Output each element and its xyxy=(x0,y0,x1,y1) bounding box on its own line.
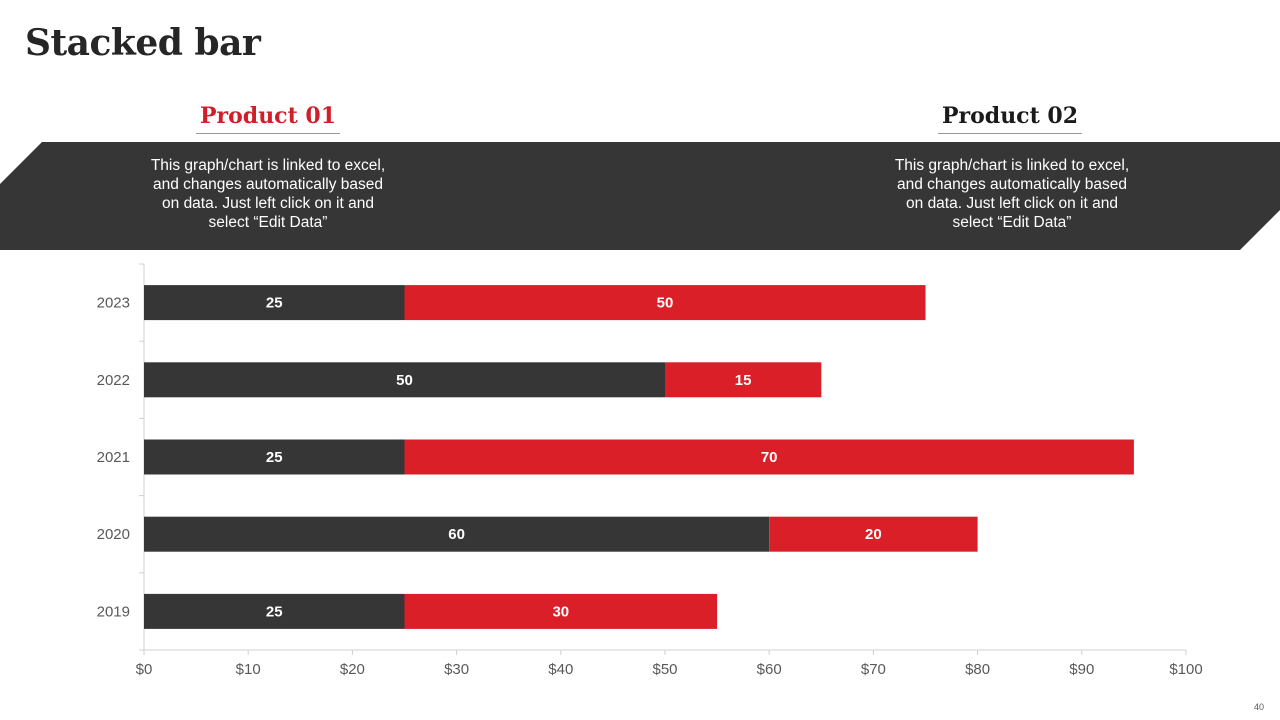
slide-title: Stacked bar xyxy=(25,22,261,64)
data-label: 25 xyxy=(266,603,283,620)
data-label: 15 xyxy=(735,372,752,389)
x-tick-label: $100 xyxy=(1169,661,1202,678)
x-tick-label: $10 xyxy=(236,661,261,678)
data-label: 20 xyxy=(865,526,882,543)
bar-segment-1 xyxy=(144,362,665,398)
bar-segment-1 xyxy=(144,285,405,321)
x-tick-label: $0 xyxy=(136,661,153,678)
bar-segment-2 xyxy=(769,516,978,552)
product-01-description: This graph/chart is linked to excel, and… xyxy=(150,157,386,231)
y-category-label: 2023 xyxy=(97,295,130,312)
bar-segment-2 xyxy=(404,593,718,629)
y-category-label: 2022 xyxy=(97,372,130,389)
data-label: 50 xyxy=(657,295,674,312)
x-tick-label: $90 xyxy=(1069,661,1094,678)
product-01-title: Product 01 xyxy=(196,103,341,134)
bar-segment-2 xyxy=(665,362,822,398)
bar-segment-2 xyxy=(404,439,1134,475)
y-category-label: 2021 xyxy=(97,449,130,466)
x-tick-label: $70 xyxy=(861,661,886,678)
bar-segment-2 xyxy=(404,285,926,321)
x-tick-label: $60 xyxy=(757,661,782,678)
y-category-label: 2020 xyxy=(97,526,130,543)
x-tick-label: $50 xyxy=(652,661,677,678)
description-band xyxy=(0,142,1280,250)
bar-segment-1 xyxy=(144,593,405,629)
x-tick-label: $80 xyxy=(965,661,990,678)
product-02-description: This graph/chart is linked to excel, and… xyxy=(894,157,1130,231)
product-02-title: Product 02 xyxy=(938,103,1083,134)
bar-segment-1 xyxy=(144,439,405,475)
data-label: 60 xyxy=(448,526,465,543)
data-label: 30 xyxy=(552,603,569,620)
bar-segment-1 xyxy=(144,516,770,552)
page-number: 40 xyxy=(1253,702,1264,712)
data-label: 70 xyxy=(761,449,778,466)
x-tick-label: $40 xyxy=(548,661,573,678)
data-label: 50 xyxy=(396,372,413,389)
x-tick-label: $20 xyxy=(340,661,365,678)
data-label: 25 xyxy=(266,449,283,466)
y-category-label: 2019 xyxy=(97,603,130,620)
data-label: 25 xyxy=(266,295,283,312)
x-tick-label: $30 xyxy=(444,661,469,678)
